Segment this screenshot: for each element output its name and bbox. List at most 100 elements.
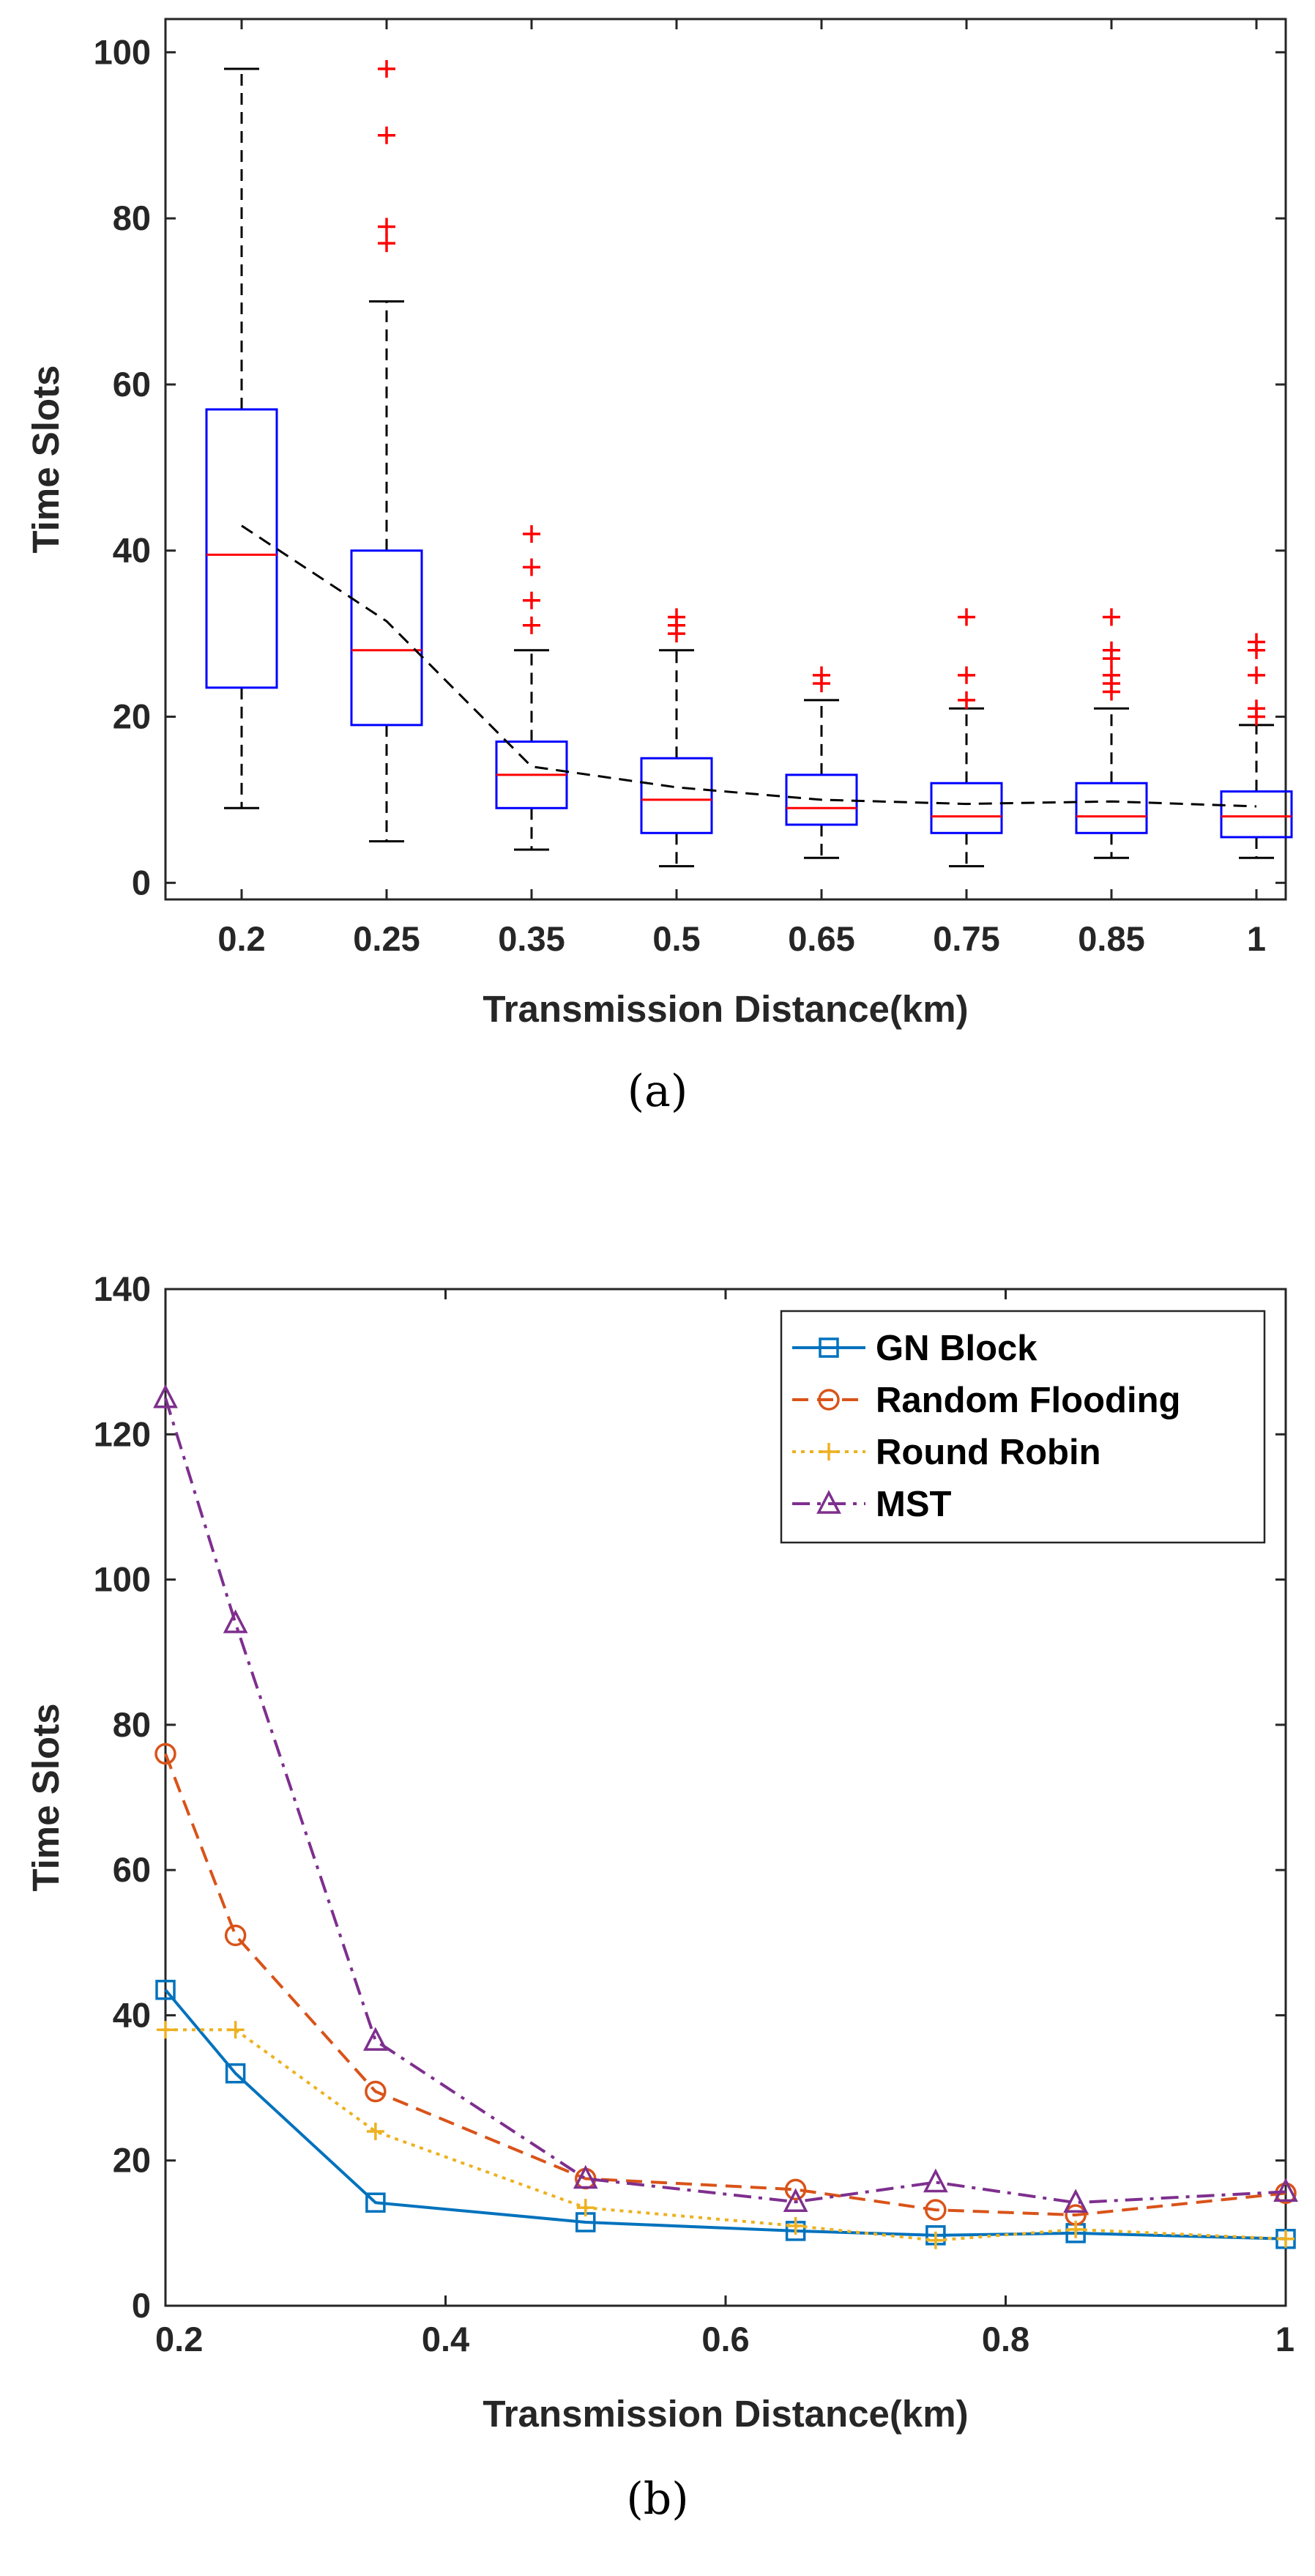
legend-label: Round Robin [876, 1433, 1101, 1472]
outlier-marker [1248, 699, 1265, 718]
legend-label: Random Flooding [876, 1381, 1180, 1420]
data-point-circle [154, 1742, 176, 1765]
outlier-marker [1248, 633, 1265, 651]
legend-entry-round-robin: Round Robin [792, 1433, 1101, 1472]
box-iqr [640, 757, 713, 834]
series-round-robin [157, 2021, 1294, 2249]
x-tick-label: 0.2 [217, 919, 265, 958]
box-iqr [1220, 790, 1293, 839]
box-iqr [350, 549, 423, 727]
data-point-square [819, 1337, 839, 1358]
data-point-plus [1067, 2220, 1085, 2238]
y-tick-label: 60 [113, 1850, 151, 1889]
panel-b-x-axis-label: Transmission Distance(km) [483, 2393, 968, 2435]
panel-b-y-ticks: 0 20 40 60 80 100 120 140 [94, 1269, 1286, 2325]
y-tick-label: 0 [132, 863, 151, 902]
box-iqr [205, 408, 278, 689]
series-line [164, 1989, 1286, 2241]
outlier-marker [378, 126, 395, 144]
y-tick-label: 80 [113, 198, 151, 237]
x-tick-label: 0.65 [788, 919, 854, 958]
x-tick-label: 0.85 [1078, 919, 1144, 958]
legend-entry-random-flooding: Random Flooding [792, 1381, 1180, 1420]
data-point-triangle [783, 2188, 808, 2212]
y-tick-label: 20 [113, 697, 151, 736]
outlier-marker [813, 666, 830, 684]
data-point-circle [224, 1924, 247, 1947]
data-point-plus [786, 2216, 805, 2235]
data-point-circle [365, 2080, 387, 2103]
data-point-triangle [573, 2164, 598, 2189]
series-line [165, 2028, 1286, 2242]
legend-box [780, 1310, 1266, 1544]
series-mst [153, 1384, 1298, 2213]
data-point-plus [157, 2021, 174, 2039]
x-tick-label: 1 [1275, 2320, 1294, 2358]
data-point-triangle [153, 1384, 178, 1408]
legend-marker-plus-icon [820, 1443, 838, 1460]
box-0.5 [640, 608, 713, 868]
panel-a-boxes [205, 60, 1293, 868]
data-point-triangle [362, 2027, 388, 2051]
series-line [164, 1398, 1286, 2205]
outlier-marker [1103, 666, 1120, 684]
panel-b-linechart: 0 20 40 60 80 100 120 140 0.2 0.4 0.6 0.8 1 GN Bloc… [25, 1269, 1298, 2525]
data-point-plus [1277, 2230, 1294, 2248]
box-0.2 [205, 67, 278, 809]
y-tick-label: 20 [113, 2141, 151, 2180]
data-point-square [155, 1979, 176, 2000]
outlier-marker [523, 616, 540, 634]
outlier-marker [668, 608, 685, 626]
outlier-marker [523, 591, 540, 609]
box-0.85 [1075, 608, 1148, 859]
legend-entry-gn-block: GN Block [792, 1329, 1038, 1368]
outlier-marker [523, 558, 540, 576]
data-point-triangle [1273, 2178, 1298, 2202]
panel-a-y-ticks: 0 20 40 60 80 100 [94, 32, 1286, 902]
outlier-marker [958, 608, 975, 626]
data-point-plus [820, 1443, 838, 1460]
y-tick-label: 40 [113, 1995, 151, 2034]
panel-b-caption: (b) [626, 2473, 688, 2525]
outlier-marker [958, 666, 975, 684]
panel-a-axes-box [164, 18, 1287, 901]
legend-items: GN Block Random Flooding Round Robin MST [792, 1329, 1180, 1524]
box-0.75 [930, 608, 1003, 868]
x-tick-label: 0.4 [422, 2320, 469, 2358]
panel-b-series [153, 1384, 1298, 2249]
panel-a-x-ticks: 0.2 0.25 0.35 0.5 0.65 0.75 0.85 1 [217, 19, 1266, 958]
y-tick-label: 80 [113, 1705, 151, 1744]
data-point-circle [818, 1389, 840, 1411]
x-tick-label: 1 [1247, 919, 1266, 958]
legend-entry-mst: MST [792, 1485, 952, 1524]
y-tick-label: 60 [113, 365, 151, 404]
x-tick-label: 0.2 [155, 2320, 203, 2358]
data-point-plus [576, 2199, 595, 2217]
panel-a-caption: (a) [627, 1066, 688, 1117]
data-point-circle [925, 2199, 947, 2221]
legend-label: MST [876, 1485, 952, 1524]
panel-a-mean-line [241, 524, 1257, 808]
x-tick-label: 0.8 [982, 2320, 1029, 2358]
panel-b-x-ticks: 0.2 0.4 0.6 0.8 1 [155, 1289, 1294, 2358]
outlier-marker [1103, 608, 1120, 626]
outlier-marker [378, 234, 395, 253]
outlier-marker [378, 60, 395, 78]
panel-b-y-axis-label: Time Slots [25, 1704, 67, 1892]
data-point-plus [226, 2021, 245, 2039]
legend-marker-triangle-icon [816, 1490, 841, 1514]
x-tick-label: 0.25 [353, 919, 420, 958]
data-point-plus [366, 2123, 384, 2141]
legend-marker-square-icon [819, 1337, 839, 1358]
box-1 [1220, 633, 1293, 859]
x-tick-label: 0.5 [652, 919, 700, 958]
legend-marker-circle-icon [818, 1389, 840, 1411]
y-tick-label: 120 [94, 1414, 151, 1453]
data-point-triangle [1063, 2189, 1089, 2213]
box-iqr [930, 782, 1003, 834]
box-iqr [1075, 782, 1148, 834]
y-tick-label: 40 [113, 531, 151, 570]
series-line [164, 1753, 1286, 2217]
data-point-triangle [816, 1490, 841, 1514]
